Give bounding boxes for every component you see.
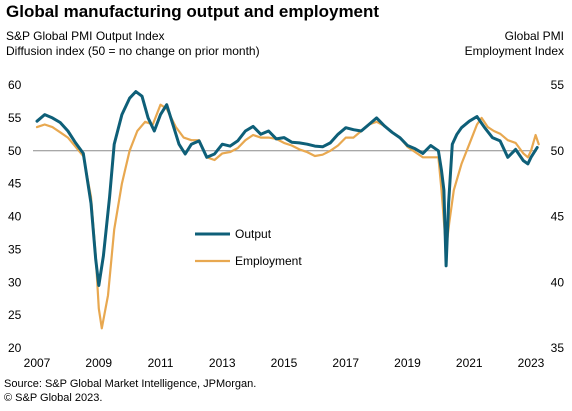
right-tick-label: 45 [551, 210, 565, 224]
left-tick-label: 20 [8, 341, 22, 355]
legend-label-output: Output [235, 227, 272, 241]
left-tick-label: 35 [8, 242, 22, 256]
x-tick-label: 2023 [518, 356, 545, 370]
right-axis-title-line1: Global PMI [504, 29, 564, 43]
left-axis-title-line1: S&P Global PMI Output Index [6, 29, 165, 43]
x-tick-label: 2013 [209, 356, 236, 370]
left-tick-label: 50 [8, 144, 22, 158]
chart-title: Global manufacturing output and employme… [6, 2, 380, 21]
legend-label-employment: Employment [235, 254, 302, 268]
left-tick-label: 30 [8, 275, 22, 289]
x-tick-label: 2015 [271, 356, 298, 370]
right-tick-label: 50 [551, 144, 565, 158]
x-tick-label: 2017 [332, 356, 359, 370]
right-axis-ticks: 35 40 45 50 55 [551, 78, 565, 355]
left-tick-label: 40 [8, 210, 22, 224]
left-tick-label: 45 [8, 177, 22, 191]
x-tick-label: 2019 [394, 356, 421, 370]
source-line2: © S&P Global 2023. [4, 392, 103, 404]
legend: Output Employment [195, 227, 302, 268]
x-tick-label: 2011 [148, 356, 174, 370]
right-tick-label: 35 [551, 341, 565, 355]
x-tick-label: 2007 [24, 356, 51, 370]
left-tick-label: 25 [8, 308, 22, 322]
left-tick-label: 60 [8, 78, 22, 92]
x-tick-label: 2021 [456, 356, 483, 370]
left-tick-label: 55 [8, 111, 22, 125]
x-tick-label: 2009 [85, 356, 112, 370]
right-axis-title-line2: Employment Index [464, 44, 564, 58]
left-axis-title-line2: Diffusion index (50 = no change on prior… [6, 44, 260, 58]
series-line-employment [35, 103, 540, 330]
right-tick-label: 55 [551, 78, 565, 92]
source-line1: Source: S&P Global Market Intelligence, … [4, 378, 257, 390]
series-line-output [35, 90, 539, 287]
right-tick-label: 40 [551, 275, 565, 289]
left-axis-ticks: 20 25 30 35 40 45 50 55 60 [8, 78, 22, 355]
x-axis-ticks: 2007 2009 2011 2013 2015 2017 2019 2021 2023 [24, 356, 545, 370]
series-layer [35, 90, 540, 330]
